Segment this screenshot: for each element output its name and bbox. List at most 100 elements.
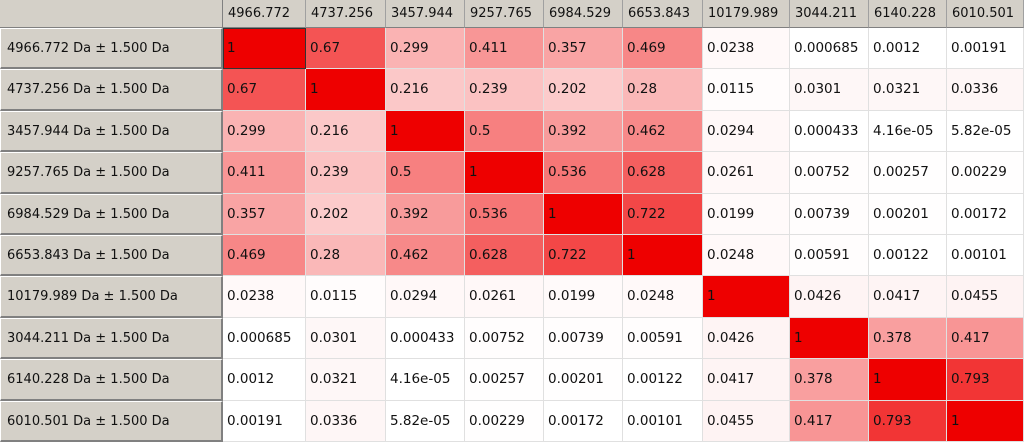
row-header[interactable]: 9257.765 Da ± 1.500 Da	[0, 152, 223, 194]
table-cell[interactable]: 0.0115	[306, 276, 386, 318]
table-cell[interactable]: 0.0426	[790, 276, 869, 318]
table-cell[interactable]: 0.000433	[790, 110, 869, 153]
table-cell[interactable]: 1	[386, 110, 465, 153]
table-cell[interactable]: 0.462	[623, 110, 703, 153]
table-cell[interactable]: 0.00591	[790, 235, 869, 277]
table-cell[interactable]: 1	[869, 359, 947, 401]
table-cell[interactable]: 0.00229	[947, 152, 1024, 194]
column-header[interactable]: 6010.501	[947, 0, 1024, 28]
table-cell[interactable]: 0.00122	[869, 235, 947, 277]
table-cell[interactable]: 0.0248	[703, 235, 790, 277]
row-header[interactable]: 3457.944 Da ± 1.500 Da	[0, 110, 223, 153]
table-cell[interactable]: 0.392	[544, 110, 623, 153]
table-cell[interactable]: 0.00229	[465, 400, 544, 442]
table-cell[interactable]: 0.0238	[223, 276, 306, 318]
table-cell[interactable]: 0.216	[386, 69, 465, 111]
row-header[interactable]: 6653.843 Da ± 1.500 Da	[0, 235, 223, 277]
column-header[interactable]: 4737.256	[306, 0, 386, 28]
table-cell[interactable]: 0.239	[306, 152, 386, 194]
column-header[interactable]: 3457.944	[386, 0, 465, 28]
table-cell[interactable]: 0.417	[947, 317, 1024, 360]
table-cell[interactable]: 1	[544, 193, 623, 235]
table-cell[interactable]: 0.793	[947, 359, 1024, 401]
table-cell[interactable]: 0.722	[544, 235, 623, 277]
table-cell[interactable]: 0.299	[223, 110, 306, 153]
table-cell[interactable]: 0.00752	[465, 317, 544, 360]
table-cell[interactable]: 0.0012	[869, 28, 947, 70]
table-cell[interactable]: 0.0321	[869, 69, 947, 111]
table-cell[interactable]: 0.0455	[703, 400, 790, 442]
table-corner[interactable]	[0, 0, 223, 28]
table-cell[interactable]: 1	[223, 28, 306, 70]
table-cell[interactable]: 0.0417	[869, 276, 947, 318]
table-cell[interactable]: 0.00191	[947, 28, 1024, 70]
table-cell[interactable]: 0.202	[306, 193, 386, 235]
row-header[interactable]: 6984.529 Da ± 1.500 Da	[0, 193, 223, 235]
table-cell[interactable]: 0.722	[623, 193, 703, 235]
table-cell[interactable]: 0.378	[790, 359, 869, 401]
table-cell[interactable]: 0.000685	[223, 317, 306, 360]
column-header[interactable]: 4966.772	[223, 0, 306, 28]
column-header[interactable]: 9257.765	[465, 0, 544, 28]
table-cell[interactable]: 0.536	[465, 193, 544, 235]
table-cell[interactable]: 0.0321	[306, 359, 386, 401]
table-cell[interactable]: 0.0417	[703, 359, 790, 401]
table-cell[interactable]: 0.0248	[623, 276, 703, 318]
row-header[interactable]: 4966.772 Da ± 1.500 Da	[0, 28, 223, 70]
table-cell[interactable]: 0.67	[306, 28, 386, 70]
table-cell[interactable]: 0.628	[623, 152, 703, 194]
table-cell[interactable]: 0.536	[544, 152, 623, 194]
table-cell[interactable]: 0.0294	[703, 110, 790, 153]
table-cell[interactable]: 0.000685	[790, 28, 869, 70]
table-cell[interactable]: 0.00122	[623, 359, 703, 401]
table-cell[interactable]: 0.5	[465, 110, 544, 153]
table-cell[interactable]: 0.5	[386, 152, 465, 194]
table-cell[interactable]: 0.0301	[306, 317, 386, 360]
table-cell[interactable]: 5.82e-05	[947, 110, 1024, 153]
table-cell[interactable]: 0.239	[465, 69, 544, 111]
table-cell[interactable]: 0.392	[386, 193, 465, 235]
table-cell[interactable]: 0.0455	[947, 276, 1024, 318]
table-cell[interactable]: 0.216	[306, 110, 386, 153]
table-cell[interactable]: 0.0301	[790, 69, 869, 111]
table-cell[interactable]: 0.0336	[306, 400, 386, 442]
table-cell[interactable]: 0.0238	[703, 28, 790, 70]
row-header[interactable]: 6140.228 Da ± 1.500 Da	[0, 359, 223, 401]
table-cell[interactable]: 0.00101	[947, 235, 1024, 277]
table-cell[interactable]: 0.00257	[869, 152, 947, 194]
table-cell[interactable]: 0.00201	[869, 193, 947, 235]
table-cell[interactable]: 0.628	[465, 235, 544, 277]
table-cell[interactable]: 0.00201	[544, 359, 623, 401]
table-cell[interactable]: 0.00172	[947, 193, 1024, 235]
table-cell[interactable]: 0.378	[869, 317, 947, 360]
table-cell[interactable]: 0.28	[306, 235, 386, 277]
table-cell[interactable]: 0.793	[869, 400, 947, 442]
table-cell[interactable]: 0.0261	[703, 152, 790, 194]
table-cell[interactable]: 1	[790, 317, 869, 360]
table-cell[interactable]: 0.00739	[544, 317, 623, 360]
table-cell[interactable]: 0.0012	[223, 359, 306, 401]
table-cell[interactable]: 0.00101	[623, 400, 703, 442]
row-header[interactable]: 3044.211 Da ± 1.500 Da	[0, 317, 223, 360]
table-cell[interactable]: 0.28	[623, 69, 703, 111]
table-cell[interactable]: 0.00257	[465, 359, 544, 401]
table-cell[interactable]: 0.469	[623, 28, 703, 70]
table-cell[interactable]: 0.67	[223, 69, 306, 111]
table-cell[interactable]: 0.00739	[790, 193, 869, 235]
table-cell[interactable]: 1	[703, 276, 790, 318]
column-header[interactable]: 6984.529	[544, 0, 623, 28]
table-cell[interactable]: 0.000433	[386, 317, 465, 360]
row-header[interactable]: 10179.989 Da ± 1.500 Da	[0, 276, 223, 318]
table-cell[interactable]: 0.357	[544, 28, 623, 70]
table-cell[interactable]: 0.411	[223, 152, 306, 194]
table-cell[interactable]: 0.00752	[790, 152, 869, 194]
table-cell[interactable]: 0.357	[223, 193, 306, 235]
table-cell[interactable]: 0.00591	[623, 317, 703, 360]
table-cell[interactable]: 1	[623, 235, 703, 277]
table-cell[interactable]: 1	[947, 400, 1024, 442]
table-cell[interactable]: 0.462	[386, 235, 465, 277]
table-cell[interactable]: 0.0261	[465, 276, 544, 318]
table-cell[interactable]: 0.0199	[544, 276, 623, 318]
table-cell[interactable]: 0.0199	[703, 193, 790, 235]
table-cell[interactable]: 0.0336	[947, 69, 1024, 111]
